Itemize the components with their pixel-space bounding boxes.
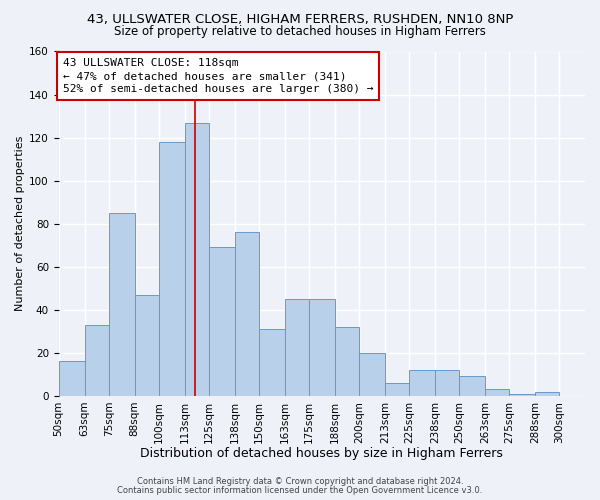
Bar: [459, 376, 485, 396]
Bar: [134, 294, 159, 396]
Text: Size of property relative to detached houses in Higham Ferrers: Size of property relative to detached ho…: [114, 25, 486, 38]
Y-axis label: Number of detached properties: Number of detached properties: [15, 136, 25, 312]
Text: 43, ULLSWATER CLOSE, HIGHAM FERRERS, RUSHDEN, NN10 8NP: 43, ULLSWATER CLOSE, HIGHAM FERRERS, RUS…: [87, 12, 513, 26]
Bar: [385, 383, 409, 396]
Bar: [59, 362, 85, 396]
Bar: [285, 299, 309, 396]
Bar: [435, 370, 459, 396]
Bar: [185, 122, 209, 396]
Bar: [535, 392, 559, 396]
X-axis label: Distribution of detached houses by size in Higham Ferrers: Distribution of detached houses by size …: [140, 447, 503, 460]
Bar: [109, 213, 134, 396]
Bar: [335, 327, 359, 396]
Bar: [509, 394, 535, 396]
Bar: [359, 353, 385, 396]
Text: Contains HM Land Registry data © Crown copyright and database right 2024.: Contains HM Land Registry data © Crown c…: [137, 477, 463, 486]
Bar: [159, 142, 185, 396]
Bar: [259, 329, 285, 396]
Bar: [409, 370, 435, 396]
Bar: [485, 390, 509, 396]
Bar: [235, 232, 259, 396]
Bar: [209, 248, 235, 396]
Text: Contains public sector information licensed under the Open Government Licence v3: Contains public sector information licen…: [118, 486, 482, 495]
Text: 43 ULLSWATER CLOSE: 118sqm
← 47% of detached houses are smaller (341)
52% of sem: 43 ULLSWATER CLOSE: 118sqm ← 47% of deta…: [62, 58, 373, 94]
Bar: [85, 325, 109, 396]
Bar: [309, 299, 335, 396]
